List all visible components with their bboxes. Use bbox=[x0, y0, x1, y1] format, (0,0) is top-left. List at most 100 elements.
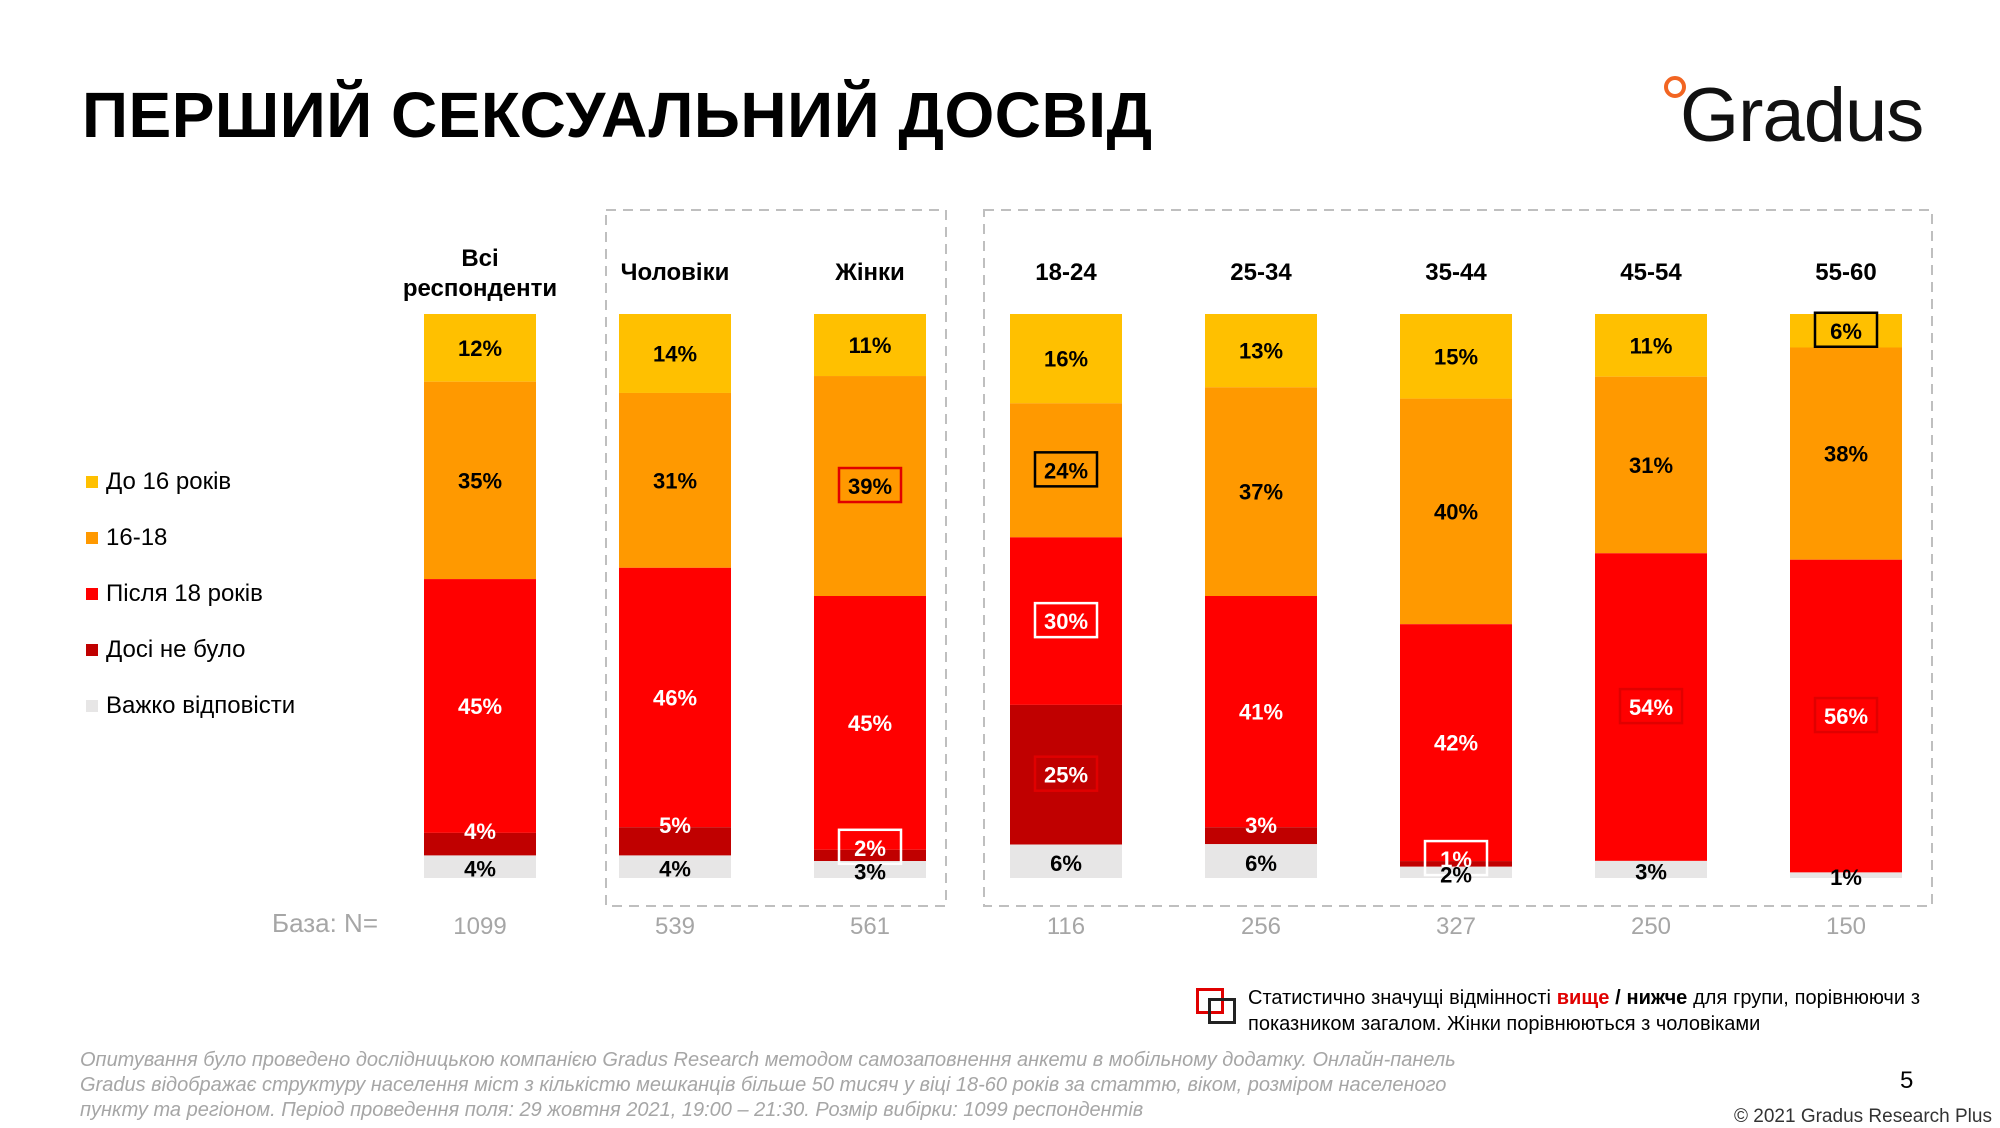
base-n-value: 116 bbox=[1047, 913, 1085, 940]
significance-box bbox=[1813, 311, 1879, 349]
bar-segment bbox=[814, 596, 926, 850]
legend-label: 16-18 bbox=[106, 524, 168, 551]
group-frame-0 bbox=[605, 209, 947, 907]
category-label: 25-34 bbox=[1230, 259, 1292, 286]
data-label: 4% bbox=[464, 857, 496, 882]
legend-swatch bbox=[86, 588, 98, 600]
legend-label: До 16 років bbox=[106, 468, 232, 495]
data-label: 16% bbox=[1044, 347, 1088, 372]
bar-segment bbox=[1205, 387, 1317, 596]
bar-segment bbox=[1400, 398, 1512, 625]
bar-segment bbox=[1205, 314, 1317, 388]
group-frame-1 bbox=[983, 209, 1933, 907]
legend-swatch bbox=[86, 700, 98, 712]
data-label: 25% bbox=[1044, 763, 1088, 788]
significance-box bbox=[1033, 601, 1099, 639]
base-n-value: 561 bbox=[850, 913, 890, 940]
data-label: 12% bbox=[458, 336, 502, 361]
sig-lower: нижче bbox=[1626, 987, 1688, 1009]
logo-dot-icon bbox=[1664, 76, 1686, 98]
base-n-label: База: N= bbox=[272, 908, 379, 938]
data-label: 2% bbox=[1440, 862, 1472, 887]
bar-segment bbox=[424, 381, 536, 580]
bar-segment bbox=[1010, 314, 1122, 404]
bar-segment bbox=[424, 855, 536, 878]
base-n-value: 150 bbox=[1826, 913, 1866, 940]
bar-segment bbox=[1205, 827, 1317, 845]
significance-box bbox=[1618, 687, 1684, 725]
legend-label: Досі не було bbox=[106, 636, 246, 663]
bar-segment bbox=[1010, 704, 1122, 845]
data-label: 6% bbox=[1050, 851, 1082, 876]
data-label: 3% bbox=[854, 860, 886, 885]
bar-segment bbox=[1010, 537, 1122, 705]
copyright: © 2021 Gradus Research Plus bbox=[1734, 1106, 1992, 1127]
data-label: 6% bbox=[1830, 319, 1862, 344]
data-label: 6% bbox=[1245, 851, 1277, 876]
legend-swatch bbox=[86, 644, 98, 656]
data-label: 56% bbox=[1824, 704, 1868, 729]
data-label: 42% bbox=[1434, 731, 1478, 756]
sig-prefix: Статистично значущі відмінності bbox=[1248, 987, 1557, 1009]
bar-segment bbox=[619, 314, 731, 393]
sig-sep: / bbox=[1609, 987, 1627, 1009]
data-label: 3% bbox=[1635, 859, 1667, 884]
data-label: 46% bbox=[653, 686, 697, 711]
bar-segment bbox=[1010, 403, 1122, 538]
data-label: 31% bbox=[653, 468, 697, 493]
significance-box bbox=[837, 466, 903, 504]
data-label: 40% bbox=[1434, 499, 1478, 524]
bar-segment bbox=[814, 861, 926, 878]
bar-segment bbox=[1595, 314, 1707, 377]
bar-segment bbox=[619, 855, 731, 878]
bar-segment bbox=[619, 392, 731, 568]
survey-footnote: Опитування було проведено дослідницькою … bbox=[80, 1049, 1456, 1121]
bar-segment bbox=[1205, 596, 1317, 828]
legend-label: Після 18 років bbox=[106, 580, 263, 607]
data-label: 24% bbox=[1044, 458, 1088, 483]
bar-segment bbox=[424, 579, 536, 833]
data-label: 30% bbox=[1044, 609, 1088, 634]
bar-segment bbox=[814, 376, 926, 596]
bar-segment bbox=[1790, 314, 1902, 348]
data-label: 1% bbox=[1830, 865, 1862, 890]
legend-label: Важко відповісти bbox=[106, 692, 296, 719]
bar-segment bbox=[1400, 866, 1512, 878]
data-label: 54% bbox=[1629, 695, 1673, 720]
data-label: 5% bbox=[659, 813, 691, 838]
data-label: 4% bbox=[464, 819, 496, 844]
data-label: 13% bbox=[1239, 339, 1283, 364]
category-label: 18-24 bbox=[1035, 259, 1097, 286]
category-label: Всі респонденти bbox=[403, 245, 557, 302]
data-label: 11% bbox=[1630, 333, 1673, 358]
bar-segment bbox=[1205, 844, 1317, 878]
bar-segment bbox=[619, 567, 731, 828]
category-label: Чоловіки bbox=[621, 259, 730, 286]
bar-segment bbox=[1400, 624, 1512, 862]
data-label: 4% bbox=[659, 857, 691, 882]
data-label: 14% bbox=[653, 341, 697, 366]
significance-box bbox=[1423, 839, 1489, 877]
bar-segment bbox=[1010, 844, 1122, 878]
base-n-value: 539 bbox=[655, 913, 695, 940]
data-label: 39% bbox=[848, 474, 892, 499]
page-number: 5 bbox=[1900, 1067, 1914, 1094]
data-label: 2% bbox=[854, 836, 886, 861]
base-n-value: 1099 bbox=[453, 913, 506, 940]
bar-segment bbox=[1595, 860, 1707, 878]
sig-higher: вище bbox=[1556, 987, 1610, 1009]
base-n-value: 250 bbox=[1631, 913, 1671, 940]
data-label: 3% bbox=[1245, 813, 1277, 838]
category-label: 55-60 bbox=[1815, 259, 1876, 286]
bar-segment bbox=[1595, 376, 1707, 554]
bar-segment bbox=[1400, 861, 1512, 867]
data-label: 35% bbox=[458, 468, 502, 493]
bar-segment bbox=[814, 314, 926, 377]
data-label: 31% bbox=[1629, 453, 1673, 478]
significance-note: Статистично значущі відмінності вище / н… bbox=[1248, 985, 1920, 1037]
legend-swatch bbox=[86, 532, 98, 544]
stacked-bar-chart: Всі респонденти 12% 35% 45% 4% 4% 1099 Чоловіки 1… bbox=[403, 209, 1933, 940]
logo-text: Gradus bbox=[1680, 73, 1924, 158]
gradus-logo: Gradus bbox=[1662, 72, 1932, 162]
base-n-value: 327 bbox=[1436, 913, 1476, 940]
